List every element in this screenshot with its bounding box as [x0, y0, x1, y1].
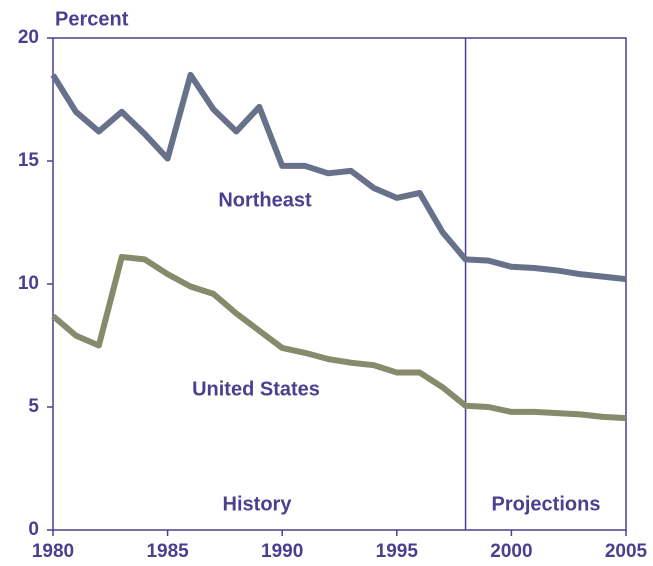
annotation: History: [223, 493, 293, 515]
x-tick-label: 1990: [261, 541, 303, 562]
annotation: Projections: [492, 493, 601, 515]
y-tick-label: 10: [18, 273, 39, 294]
x-tick-label: 2000: [490, 541, 532, 562]
x-tick-label: 2005: [605, 541, 648, 562]
y-tick-label: 0: [28, 519, 39, 540]
x-tick-label: 1995: [376, 541, 419, 562]
series-label: Northeast: [218, 189, 312, 211]
x-tick-label: 1980: [32, 541, 74, 562]
y-tick-label: 5: [28, 396, 39, 417]
x-tick-label: 1985: [146, 541, 189, 562]
y-tick-label: 15: [18, 150, 40, 171]
plot-frame: [52, 37, 627, 531]
series-label: United States: [192, 378, 320, 400]
line: [51, 253, 627, 422]
y-tick-label: 20: [18, 27, 39, 48]
line: [50, 71, 627, 283]
y-axis-label: Percent: [55, 8, 129, 30]
